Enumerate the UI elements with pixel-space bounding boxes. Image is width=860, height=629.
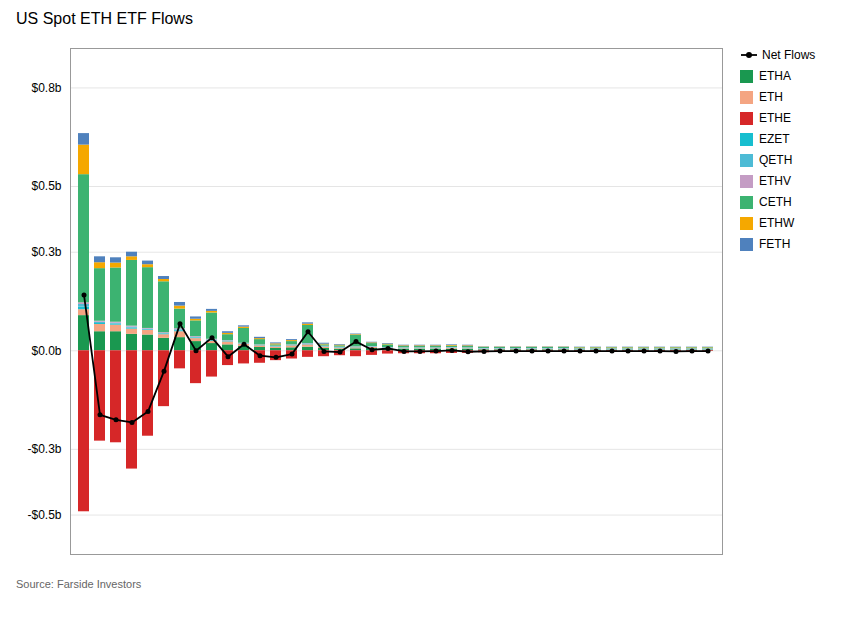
html-text:ETHW: ETHW bbox=[759, 216, 795, 230]
html-text:ETHV: ETHV bbox=[759, 174, 791, 188]
html-text:Source: Farside Investors: Source: Farside Investors bbox=[16, 578, 142, 590]
html-text:Net Flows: Net Flows bbox=[762, 48, 816, 62]
html-text:EZET: EZET bbox=[759, 132, 790, 146]
html-text:FETH: FETH bbox=[759, 237, 791, 251]
html-text:US Spot ETH ETF Flows: US Spot ETH ETF Flows bbox=[16, 10, 193, 27]
html-text:ETHA: ETHA bbox=[759, 69, 791, 83]
svg-text:$0.0b: $0.0b bbox=[31, 344, 61, 358]
html-text:QETH: QETH bbox=[759, 153, 793, 167]
svg-text:-$0.5b: -$0.5b bbox=[27, 508, 61, 522]
svg-text:$0.5b: $0.5b bbox=[31, 179, 61, 193]
svg-text:$0.8b: $0.8b bbox=[31, 81, 61, 95]
html-text:CETH: CETH bbox=[759, 195, 792, 209]
html-text:ETH: ETH bbox=[759, 90, 783, 104]
svg-text:$0.3b: $0.3b bbox=[31, 245, 61, 259]
html-text:ETHE: ETHE bbox=[759, 111, 791, 125]
svg-text:-$0.3b: -$0.3b bbox=[27, 442, 61, 456]
